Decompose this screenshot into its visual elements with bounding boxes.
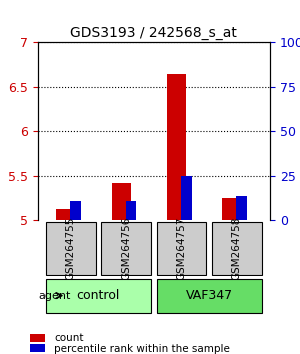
Bar bbox=[126, 201, 136, 221]
Bar bbox=[56, 209, 76, 221]
Text: GSM264755: GSM264755 bbox=[66, 217, 76, 280]
Text: agent: agent bbox=[39, 291, 71, 301]
Bar bbox=[222, 198, 242, 221]
FancyBboxPatch shape bbox=[157, 279, 262, 313]
Bar bbox=[181, 176, 192, 221]
Bar bbox=[236, 195, 247, 221]
Bar bbox=[70, 201, 81, 221]
FancyBboxPatch shape bbox=[46, 279, 151, 313]
Text: GSM264757: GSM264757 bbox=[176, 217, 186, 280]
Text: VAF347: VAF347 bbox=[185, 289, 233, 302]
FancyBboxPatch shape bbox=[101, 222, 151, 275]
Bar bbox=[167, 74, 186, 221]
FancyBboxPatch shape bbox=[212, 222, 262, 275]
Text: GSM264756: GSM264756 bbox=[121, 217, 131, 280]
Text: GSM264758: GSM264758 bbox=[232, 217, 242, 280]
FancyBboxPatch shape bbox=[46, 222, 96, 275]
Text: percentile rank within the sample: percentile rank within the sample bbox=[54, 344, 230, 354]
Text: control: control bbox=[77, 289, 120, 302]
Bar bbox=[112, 183, 131, 221]
Text: count: count bbox=[54, 333, 83, 343]
Title: GDS3193 / 242568_s_at: GDS3193 / 242568_s_at bbox=[70, 26, 237, 40]
FancyBboxPatch shape bbox=[157, 222, 206, 275]
